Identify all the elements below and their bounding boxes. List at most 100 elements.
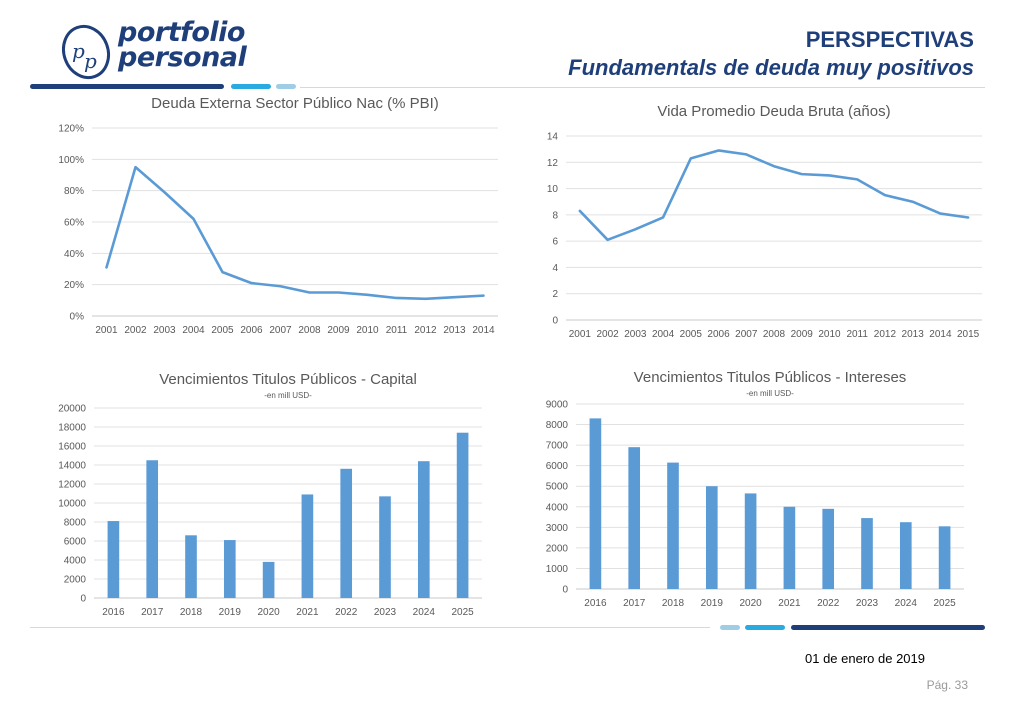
x-tick-label: 2014: [472, 325, 495, 336]
y-tick-label: 8000: [546, 420, 569, 431]
x-tick-label: 2004: [182, 325, 205, 336]
y-tick-label: 6: [552, 237, 558, 248]
header-rule-dark: [30, 84, 224, 89]
chart-deuda-externa: Deuda Externa Sector Público Nac (% PBI)…: [58, 95, 498, 336]
y-tick-label: 5000: [546, 482, 569, 493]
x-tick-label: 2022: [817, 598, 840, 609]
y-tick-label: 2000: [64, 575, 87, 586]
x-tick-label: 2016: [102, 607, 125, 618]
chart-subtitle: -en mill USD-: [264, 391, 312, 400]
bar: [146, 460, 159, 598]
series-line: [578, 149, 970, 242]
bar: [301, 494, 314, 598]
bar: [744, 493, 757, 589]
x-tick-label: 2020: [739, 598, 762, 609]
y-tick-label: 9000: [546, 400, 569, 411]
y-tick-label: 40%: [64, 249, 84, 260]
chart-title: Vida Promedio Deuda Bruta (años): [657, 103, 890, 120]
y-tick-label: 20000: [58, 404, 86, 415]
page-subtitle: Fundamentals de deuda muy positivos: [568, 55, 974, 80]
bar: [705, 486, 718, 589]
x-tick-label: 2023: [856, 598, 879, 609]
x-tick-label: 2001: [569, 329, 592, 340]
y-tick-label: 0: [552, 316, 558, 327]
y-tick-label: 1000: [546, 564, 569, 575]
x-tick-label: 2009: [327, 325, 350, 336]
bar: [783, 506, 796, 589]
header-rule-light: [276, 84, 296, 89]
x-tick-label: 2003: [624, 329, 647, 340]
bar: [822, 508, 835, 589]
x-tick-label: 2008: [763, 329, 786, 340]
chart-venc-capital: Vencimientos Titulos Públicos - Capital -…: [58, 371, 482, 618]
footer-divider: [30, 627, 710, 628]
x-tick-label: 2004: [652, 329, 675, 340]
y-tick-label: 8: [552, 210, 558, 221]
header-rule-accent: [231, 84, 271, 89]
y-tick-label: 6000: [546, 461, 569, 472]
bar: [340, 468, 353, 598]
y-tick-label: 14000: [58, 461, 86, 472]
x-tick-label: 2017: [141, 607, 164, 618]
x-tick-label: 2010: [356, 325, 379, 336]
x-tick-label: 2002: [124, 325, 147, 336]
y-tick-label: 0%: [70, 312, 85, 323]
x-tick-label: 2024: [895, 598, 918, 609]
chart-venc-intereses: Vencimientos Titulos Públicos - Interese…: [546, 369, 964, 609]
chart-subtitle: -en mill USD-: [746, 389, 794, 398]
x-tick-label: 2021: [778, 598, 801, 609]
x-tick-label: 2005: [211, 325, 234, 336]
y-tick-label: 12: [547, 158, 559, 169]
x-tick-label: 2021: [296, 607, 319, 618]
y-tick-label: 80%: [64, 186, 84, 197]
page-number: Pág. 33: [926, 678, 968, 692]
x-tick-label: 2014: [929, 329, 952, 340]
y-tick-label: 18000: [58, 423, 86, 434]
header-divider: [300, 87, 985, 88]
bar: [185, 535, 197, 598]
series-line: [105, 165, 485, 301]
page-title: PERSPECTIVAS: [805, 27, 974, 52]
bar: [379, 496, 391, 598]
x-tick-label: 2022: [335, 607, 358, 618]
svg-text:p: p: [72, 39, 85, 63]
x-tick-label: 2010: [818, 329, 841, 340]
chart-title: Deuda Externa Sector Público Nac (% PBI): [151, 95, 439, 112]
y-tick-label: 2000: [546, 543, 569, 554]
y-tick-label: 20%: [64, 280, 84, 291]
x-tick-label: 2007: [269, 325, 292, 336]
x-tick-label: 2013: [902, 329, 925, 340]
y-tick-label: 0: [562, 585, 568, 596]
x-tick-label: 2015: [957, 329, 980, 340]
chart-title: Vencimientos Titulos Públicos - Interese…: [634, 369, 907, 386]
bar: [589, 418, 602, 589]
y-tick-label: 8000: [64, 518, 87, 529]
x-tick-label: 2013: [443, 325, 466, 336]
y-tick-label: 2: [552, 289, 558, 300]
logo-text: portfolio personal: [118, 17, 247, 73]
x-tick-label: 2012: [874, 329, 897, 340]
footer-rule-dark: [791, 625, 985, 630]
x-tick-label: 2005: [680, 329, 703, 340]
y-tick-label: 12000: [58, 480, 86, 491]
y-tick-label: 7000: [546, 441, 569, 452]
y-tick-label: 16000: [58, 442, 86, 453]
x-tick-label: 2017: [623, 598, 646, 609]
x-tick-label: 2006: [240, 325, 263, 336]
y-tick-label: 3000: [546, 523, 569, 534]
x-tick-label: 2024: [413, 607, 436, 618]
x-tick-label: 2019: [701, 598, 724, 609]
x-tick-label: 2007: [735, 329, 758, 340]
x-tick-label: 2001: [95, 325, 118, 336]
chart-vida-promedio: Vida Promedio Deuda Bruta (años) 0 2 4 6 8 10 1…: [547, 103, 982, 340]
x-tick-label: 2008: [298, 325, 321, 336]
x-tick-label: 2019: [219, 607, 242, 618]
x-tick-label: 2002: [596, 329, 619, 340]
y-tick-label: 4000: [546, 502, 569, 513]
footer-rule-light: [720, 625, 740, 630]
chart-title: Vencimientos Titulos Públicos - Capital: [159, 371, 417, 388]
y-tick-label: 4: [552, 263, 558, 274]
x-tick-label: 2023: [374, 607, 397, 618]
bar: [861, 518, 873, 589]
y-tick-label: 60%: [64, 218, 84, 229]
